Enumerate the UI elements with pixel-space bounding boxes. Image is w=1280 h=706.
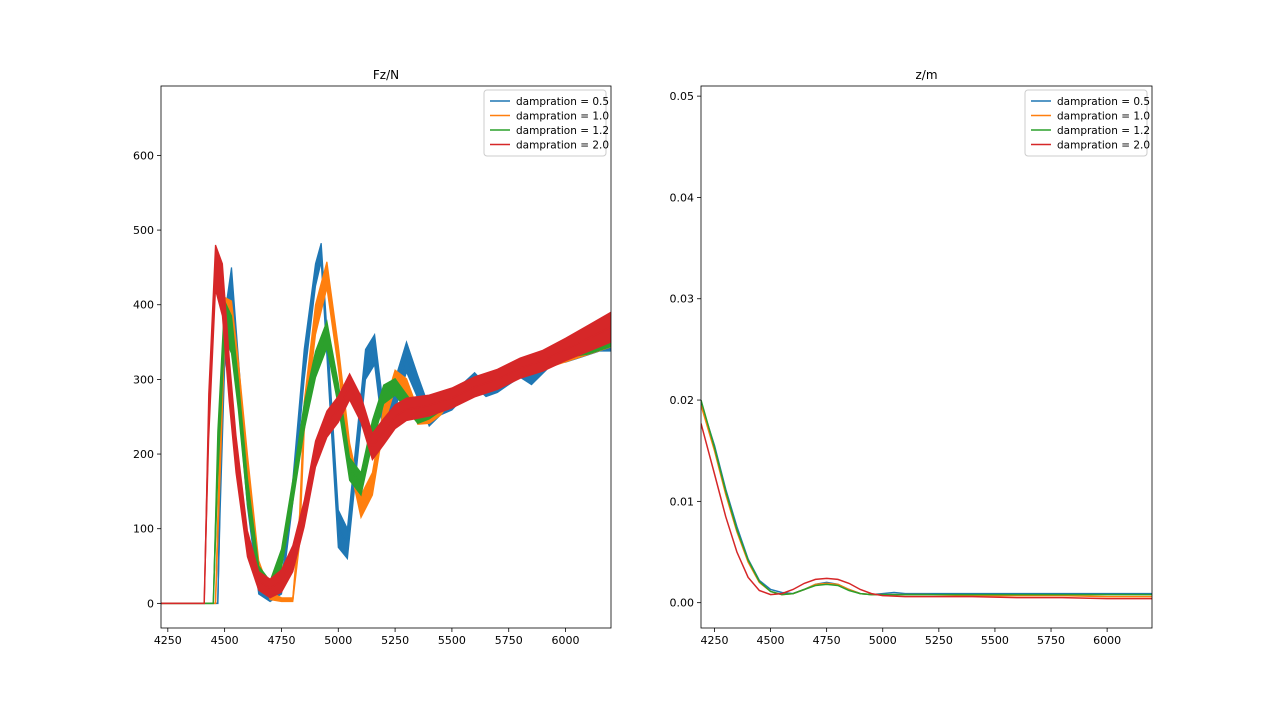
legend: dampration = 0.5 dampration = 1.0 damprati… — [483, 89, 609, 157]
x-tick-label: 5500 — [438, 634, 466, 647]
x-tick-label: 5750 — [1037, 634, 1065, 647]
x-tick-label: 6000 — [552, 634, 580, 647]
y-tick-label: 100 — [133, 523, 154, 536]
legend-label: dampration = 1.0 — [516, 111, 609, 123]
y-tick-label: 200 — [133, 448, 154, 461]
legend: dampration = 0.5 dampration = 1.0 damprati… — [1024, 89, 1150, 157]
y-tick-label: 0 — [147, 597, 154, 610]
series-line-2 — [701, 404, 1152, 598]
legend-label: dampration = 0.5 — [516, 96, 609, 108]
chart-title: Fz/N — [373, 68, 399, 82]
y-tick-label: 0.03 — [670, 293, 695, 306]
series-line-4 — [161, 267, 611, 605]
chart-panel-1: 4250 4500 4750 5000 5250 5500 5750 6000 0 100 200 3… — [133, 68, 612, 647]
legend-box — [1024, 89, 1148, 157]
chart-panel-2: 4250 4500 4750 5000 5250 5500 5750 6000 0.00 0.01… — [670, 68, 1153, 647]
y-tick-label: 600 — [133, 149, 154, 162]
x-tick-label: 6000 — [1093, 634, 1121, 647]
x-tick-label: 5500 — [981, 634, 1009, 647]
y-tick-label: 0.02 — [670, 394, 695, 407]
y-tick-label: 300 — [133, 373, 154, 386]
x-tick-label: 4750 — [267, 634, 295, 647]
plot-area — [701, 399, 1152, 600]
axes-frame — [160, 85, 612, 629]
y-tick-label: 400 — [133, 299, 154, 312]
legend-label: dampration = 1.2 — [516, 125, 609, 137]
legend-box — [483, 89, 607, 157]
x-tick-label: 4500 — [757, 634, 785, 647]
x-tick-label: 4750 — [813, 634, 841, 647]
legend-label: dampration = 2.0 — [516, 140, 609, 152]
x-tick-label: 4500 — [211, 634, 239, 647]
series-line-3 — [701, 399, 1152, 596]
x-tick-label: 5000 — [324, 634, 352, 647]
legend-label: dampration = 0.5 — [1057, 96, 1150, 108]
y-tick-label: 500 — [133, 224, 154, 237]
legend-label: dampration = 1.2 — [1057, 125, 1150, 137]
series-line-4 — [701, 423, 1152, 600]
series-line-1 — [701, 402, 1152, 596]
axes-frame — [700, 85, 1153, 629]
x-tick-label: 5250 — [925, 634, 953, 647]
x-tick-label: 4250 — [154, 634, 182, 647]
y-tick-label: 0.04 — [670, 191, 695, 204]
plot-area — [161, 243, 611, 605]
series-band-4 — [161, 244, 611, 604]
y-tick-label: 0.05 — [670, 90, 695, 103]
legend-label: dampration = 1.0 — [1057, 111, 1150, 123]
x-tick-label: 5000 — [869, 634, 897, 647]
x-tick-label: 5250 — [381, 634, 409, 647]
y-tick-label: 0.00 — [670, 597, 695, 610]
chart-title: z/m — [915, 68, 937, 82]
legend-label: dampration = 2.0 — [1057, 140, 1150, 152]
x-tick-label: 4250 — [700, 634, 728, 647]
y-tick-label: 0.01 — [670, 495, 695, 508]
x-tick-label: 5750 — [495, 634, 523, 647]
